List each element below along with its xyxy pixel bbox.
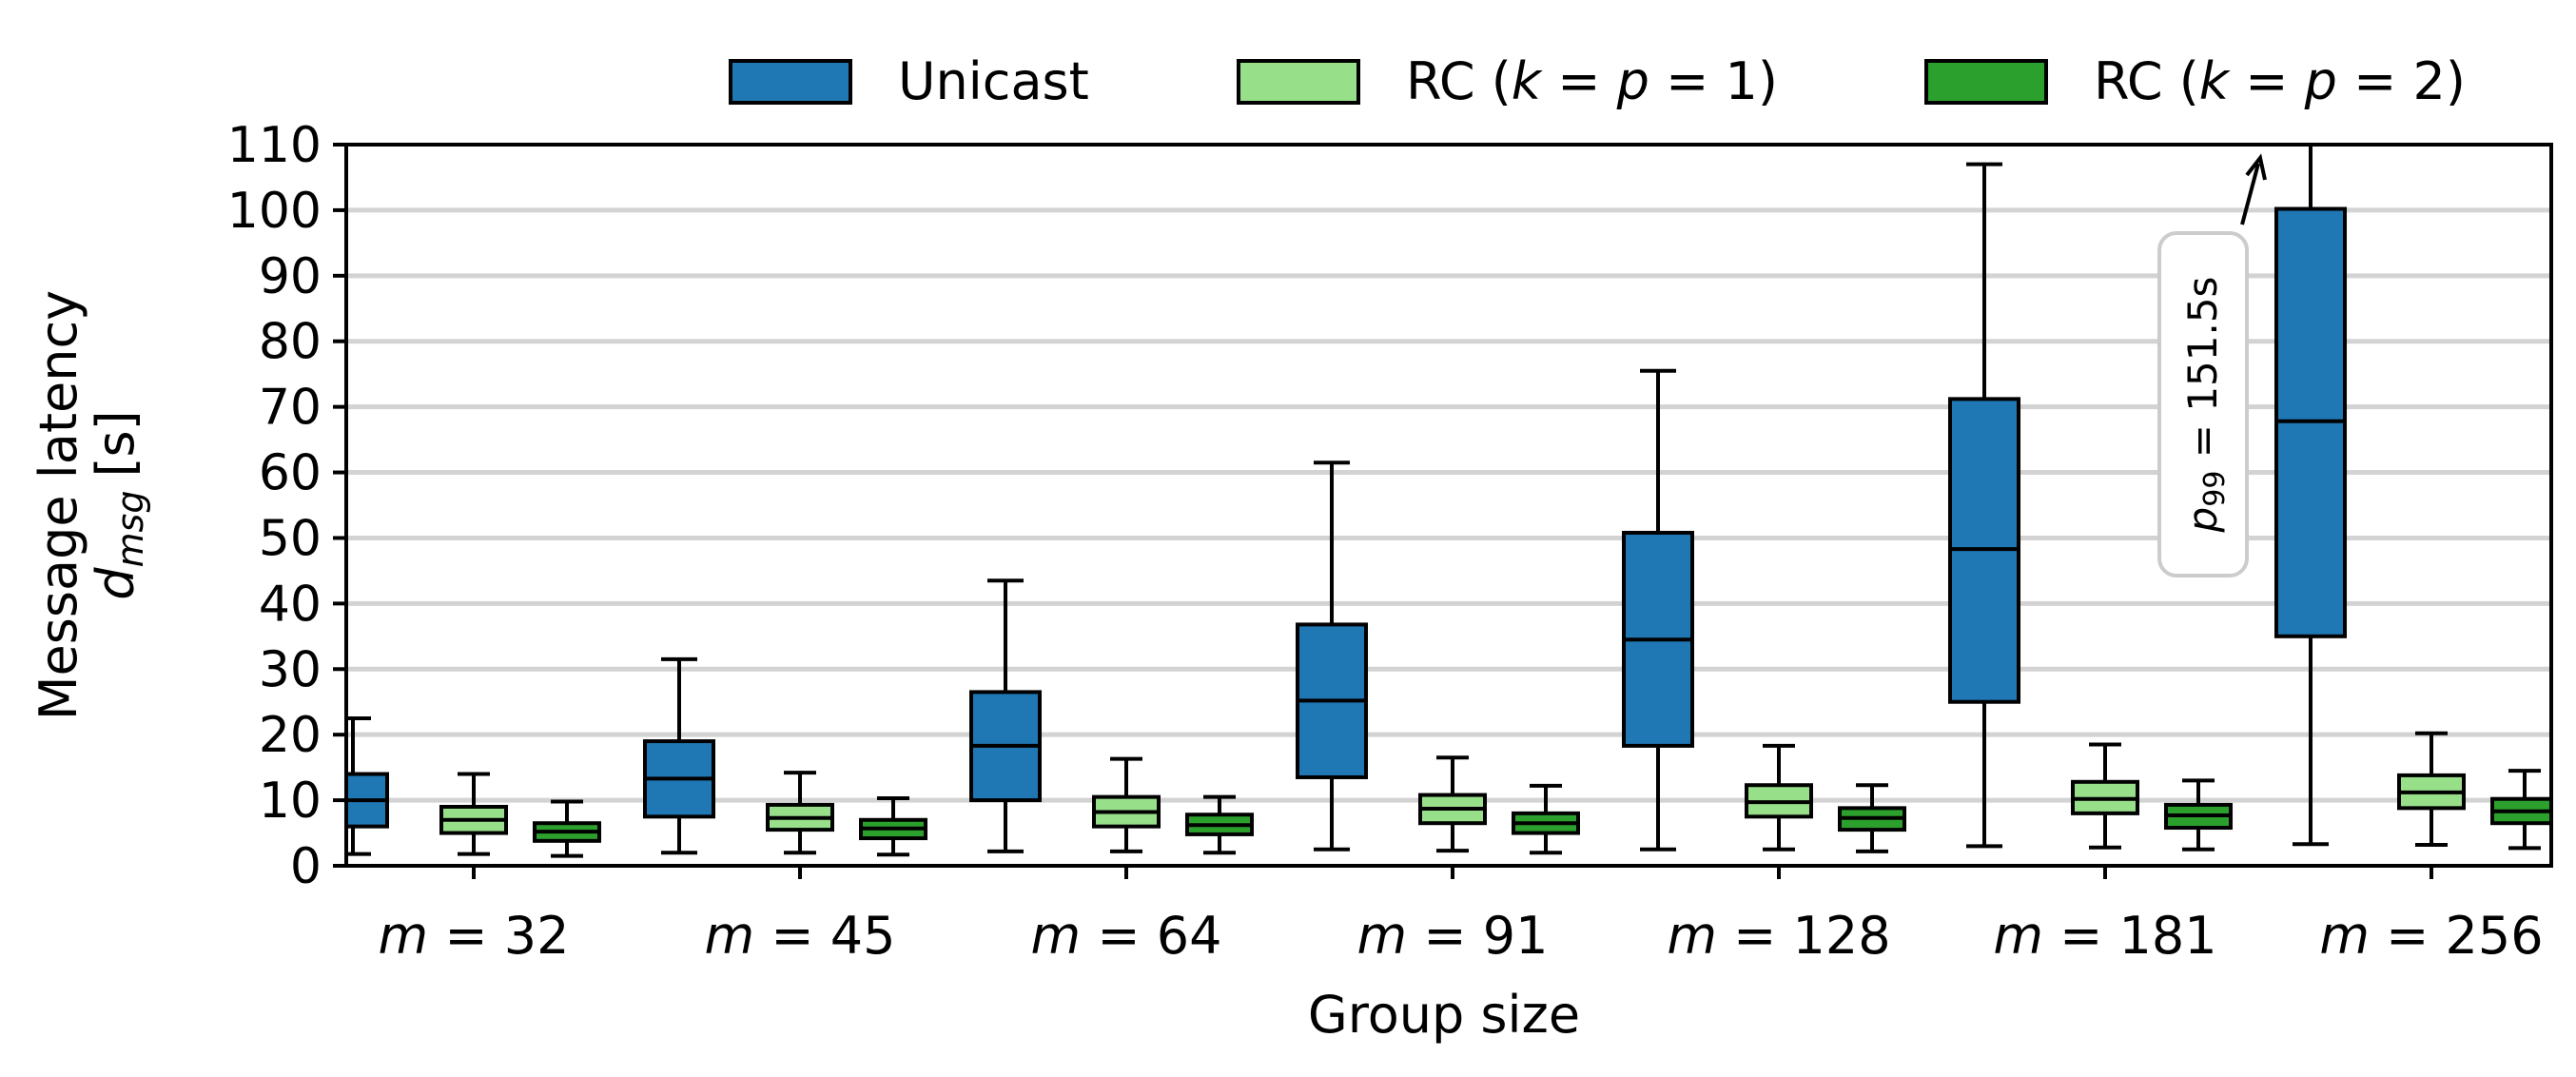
- annotation-p: p: [2179, 507, 2226, 534]
- box-2-6: [2490, 769, 2551, 851]
- legend-label: RC (k = p = 1): [1406, 51, 1778, 111]
- legend-label: RC (k = p = 2): [2094, 51, 2466, 111]
- annotation-box: [2157, 231, 2249, 578]
- legend-swatch: [1924, 59, 2048, 105]
- x-axis-title: Group size: [1308, 985, 1580, 1045]
- x-tick-label: m = 32: [379, 906, 570, 966]
- box-2-3: [1512, 783, 1580, 855]
- y-tick-label: 10: [259, 773, 322, 830]
- x-tick-label: m = 181: [1993, 906, 2216, 966]
- p99-annotation: p99 = 151.5s: [2157, 153, 2267, 578]
- y-axis-subscript: msg: [109, 491, 151, 568]
- legend-swatch: [729, 59, 852, 105]
- box-0-4: [1622, 368, 1694, 852]
- y-axis-ticks: 0 10 20 30 40 50 60 70 80 90 100 110: [227, 117, 346, 895]
- y-tick-label: 50: [259, 510, 322, 567]
- box-1-5: [2071, 742, 2139, 850]
- box-0-3: [1296, 460, 1368, 852]
- y-tick-label: 40: [259, 576, 322, 633]
- box-2-0: [533, 799, 601, 858]
- annotation-arrow-shaft: [2240, 163, 2260, 225]
- box-2-4: [1838, 783, 1906, 853]
- box-1-2: [1092, 756, 1161, 853]
- y-axis-symbol: d: [86, 567, 146, 600]
- box-1-4: [1745, 743, 1813, 852]
- y-tick-label: 100: [227, 183, 322, 240]
- y-tick-label: 0: [290, 838, 322, 895]
- box-series: [346, 145, 2551, 858]
- gridlines: [346, 207, 2551, 803]
- y-tick-label: 60: [259, 445, 322, 502]
- x-tick-label: m = 128: [1667, 906, 1890, 966]
- y-tick-label: 90: [259, 248, 322, 305]
- box-0-6: [2274, 145, 2347, 847]
- box-2-1: [859, 796, 927, 857]
- y-axis-unit: [s]: [86, 410, 146, 477]
- box-0-0: [346, 715, 389, 856]
- legend-label: Unicast: [898, 51, 1089, 111]
- y-axis-title-line2: dmsg [s]: [86, 410, 151, 600]
- box-0-2: [969, 578, 1042, 853]
- box-1-0: [439, 772, 508, 856]
- box-2-5: [2164, 778, 2233, 852]
- annotation-sub: 99: [2198, 471, 2232, 507]
- annotation-label: p99 = 151.5s: [2179, 277, 2232, 534]
- legend: Unicast RC (k = p = 1) RC (k = p = 2): [729, 51, 2466, 111]
- plot-frame: [344, 143, 2553, 868]
- y-tick-label: 80: [259, 314, 322, 371]
- x-tick-label: m = 91: [1357, 906, 1549, 966]
- annotation-arrow-head: [2245, 153, 2267, 181]
- y-tick-label: 30: [259, 641, 322, 698]
- x-tick-label: m = 256: [2319, 906, 2543, 966]
- y-axis-title-line1: Message latency: [29, 290, 88, 720]
- legend-swatch: [1237, 59, 1360, 105]
- box-0-1: [643, 656, 715, 855]
- y-tick-label: 20: [259, 707, 322, 764]
- annotation-rest: = 151.5s: [2179, 277, 2226, 471]
- box-1-6: [2397, 731, 2466, 847]
- x-axis-ticks: m = 32 m = 45 m = 64 m = 91 m = 128 m = 181 m …: [379, 866, 2544, 966]
- box-2-2: [1185, 794, 1254, 855]
- y-tick-label: 110: [227, 117, 322, 174]
- box-0-5: [1948, 162, 2020, 849]
- box-1-1: [766, 771, 834, 855]
- y-tick-label: 70: [259, 380, 322, 437]
- x-tick-label: m = 45: [705, 906, 896, 966]
- box-1-3: [1418, 755, 1487, 853]
- x-tick-label: m = 64: [1031, 906, 1222, 966]
